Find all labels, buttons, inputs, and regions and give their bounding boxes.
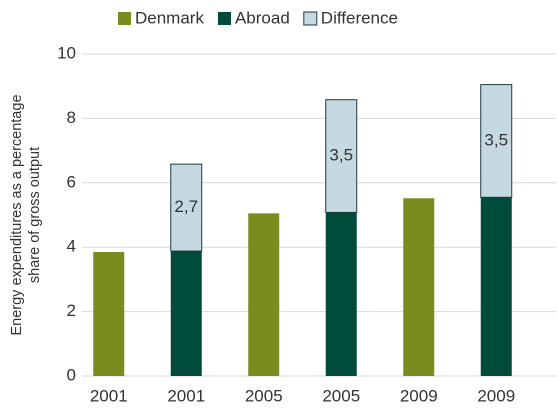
bar-segment — [170, 163, 203, 252]
bar-segment — [480, 197, 512, 376]
bar-segment — [170, 251, 202, 376]
x-tick-label: 2005 — [322, 386, 360, 405]
bar-segment — [403, 198, 435, 376]
bar-segment — [325, 212, 357, 376]
x-tick-label: 2009 — [477, 386, 515, 405]
bar-segment — [248, 213, 280, 376]
x-tick-label: 2001 — [167, 386, 205, 405]
legend-swatch — [217, 12, 231, 25]
x-tick-label: 2005 — [245, 386, 283, 405]
x-tick-label: 2009 — [400, 386, 438, 405]
bar-segment — [480, 84, 513, 198]
y-tick-label: 0 — [67, 365, 76, 384]
value-label: 2,7 — [174, 197, 198, 216]
bar-segment — [93, 252, 125, 376]
legend-label: Abroad — [235, 8, 290, 27]
value-label: 3,5 — [484, 130, 508, 149]
legend-label: Denmark — [135, 8, 204, 27]
bar-segment — [325, 99, 358, 213]
y-tick-label: 8 — [67, 108, 76, 127]
legend-label: Difference — [321, 8, 398, 27]
y-tick-label: 6 — [67, 172, 76, 191]
value-label: 3,5 — [329, 146, 353, 165]
y-axis-title: Energy expenditures as a percentage shar… — [9, 94, 43, 335]
y-tick-label: 4 — [67, 237, 76, 256]
legend-swatch — [303, 11, 318, 26]
y-tick-label: 10 — [57, 43, 76, 62]
y-axis-title-line: share of gross output — [27, 147, 43, 283]
legend-swatch — [118, 12, 131, 25]
y-tick-label: 2 — [67, 301, 76, 320]
x-tick-label: 2001 — [90, 386, 128, 405]
y-axis-title-line: Energy expenditures as a percentage — [9, 94, 25, 335]
